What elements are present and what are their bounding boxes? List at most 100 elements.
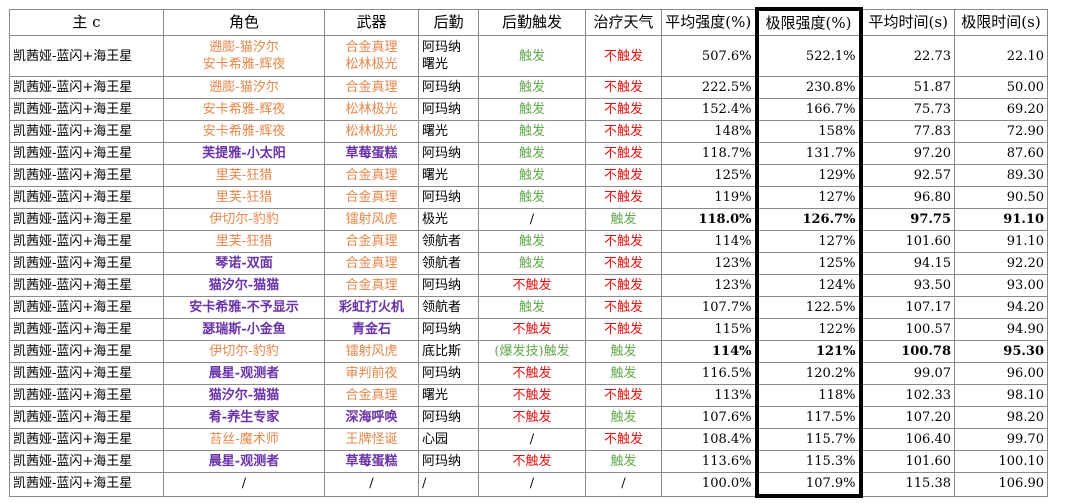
header-avg-time: 平均时间(s) [860,8,955,36]
cell-role-line: 肴-养生专家 [208,409,280,425]
cell-weapon: 合金真理 [324,164,419,187]
cell-main-text: 凯茜娅-蓝闪+海王星 [13,167,133,183]
cell-max-time-text: 106.90 [998,476,1045,492]
cell-main: 凯茜娅-蓝闪+海王星 [9,252,164,275]
cell-max-strength-text: 230.8% [805,79,856,95]
table-row: 凯茜娅-蓝闪+海王星 肴-养生专家 深海呼唤 阿玛纳 不触发 触发 107.6% 117.5%… [9,406,1048,429]
cell-weapon-line: 松林极光 [345,57,398,72]
cell-support: 曙光 [418,164,479,187]
cell-support-line: / [422,476,427,492]
header-weather: 治疗天气 [585,8,662,36]
cell-max-time-text: 91.10 [1006,233,1044,249]
cell-avg-time-text: 102.33 [905,387,952,403]
cell-max-strength-text: 115.7% [805,431,856,447]
cell-max-strength: 127% [754,186,863,209]
cell-weapon: 松林极光 [324,120,419,143]
header-support: 后勤 [418,8,479,36]
cell-avg-time: 99.07 [860,362,955,385]
cell-avg-strength: 107.6% [661,406,757,429]
cell-avg-time-text: 97.75 [910,211,951,227]
header-main: 主 c [9,8,164,36]
cell-avg-strength: 118.0% [661,208,757,231]
cell-weather: 不触发 [585,296,662,319]
cell-max-strength-text: 129% [818,167,856,183]
cell-avg-time: 93.50 [860,274,955,297]
cell-max-strength-text: 125% [818,255,856,271]
cell-avg-time-text: 99.07 [913,365,951,381]
cell-weapon: 松林极光 [324,98,419,121]
cell-max-time-text: 98.10 [1006,387,1044,403]
cell-max-strength-text: 107.9% [805,475,856,491]
cell-avg-strength-text: 125% [714,167,752,183]
cell-role: 晨星-观测者 [163,450,325,473]
cell-weather-text: 触发 [610,409,637,425]
cell-max-strength-text: 122.5% [805,299,856,315]
cell-avg-time: 107.17 [860,296,955,319]
cell-weapon: 合金真理 [324,76,419,99]
cell-weapon-line: 彩虹打火机 [338,299,404,315]
cell-trigger-text: 不触发 [512,453,552,469]
cell-weapon: 草莓蛋糕 [324,450,419,473]
cell-support: 领航者 [418,252,479,275]
cell-max-strength: 127% [754,230,863,253]
cell-trigger: / [478,472,586,497]
cell-max-time: 92.20 [954,252,1048,275]
cell-avg-time: 102.33 [860,384,955,407]
cell-trigger: 不触发 [478,362,586,385]
cell-avg-strength-text: 108.4% [701,431,752,447]
cell-weather: 不触发 [585,98,662,121]
cell-main-text: 凯茜娅-蓝闪+海王星 [13,387,133,403]
cell-trigger: 触发 [478,164,586,187]
cell-max-strength: 129% [754,164,863,187]
cell-weather-text: 触发 [610,365,637,381]
cell-main-text: 凯茜娅-蓝闪+海王星 [13,299,133,315]
cell-avg-time: 115.38 [860,472,955,497]
cell-avg-strength: 116.5% [661,362,757,385]
cell-role-line: 伊切尔-豹豹 [209,211,279,227]
cell-weapon: 深海呼唤 [324,406,419,429]
cell-avg-strength-text: 118.7% [701,145,752,161]
table-row: 凯茜娅-蓝闪+海王星 晨星-观测者 草莓蛋糕 阿玛纳 不触发 触发 113.6% 115.3%… [9,450,1048,473]
cell-trigger-text: / [529,476,535,492]
cell-weather-text: 不触发 [603,277,643,293]
table-row: 凯茜娅-蓝闪+海王星 猫汐尔-猫猫 合金真理 曙光 不触发 不触发 113% 118% 102.… [9,384,1048,407]
cell-weather-text: / [621,476,626,492]
cell-support-line: 曙光 [422,123,449,139]
cell-max-strength-text: 522.1% [805,48,856,64]
cell-weapon: 草莓蛋糕 [324,142,419,165]
cell-avg-strength-text: 116.5% [701,365,752,381]
cell-trigger-text: 触发 [518,79,545,95]
cell-avg-strength: 114% [661,340,757,363]
cell-support: 领航者 [418,230,479,253]
cell-avg-strength-text: 148% [714,123,752,139]
cell-max-time-text: 89.30 [1006,167,1044,183]
cell-weapon: 王牌怪诞 [324,428,419,451]
cell-avg-strength-text: 115% [714,321,752,337]
cell-avg-time-text: 100.57 [905,321,952,337]
cell-support-line: 阿玛纳 [422,40,462,55]
cell-weapon: 合金真理 [324,252,419,275]
header-weapon: 武器 [324,8,419,36]
cell-avg-time-text: 100.78 [901,343,951,359]
cell-weapon: 合金真理 [324,186,419,209]
cell-weather-text: 不触发 [603,321,643,337]
cell-role-line: 遡膨-猫汐尔 [209,40,279,55]
cell-max-strength-text: 127% [818,233,856,249]
cell-role-line: 里芙-狂猎 [215,233,273,249]
cell-trigger: 触发 [478,120,586,143]
cell-weather-text: 不触发 [603,123,643,139]
cell-weather-text: 不触发 [603,189,643,205]
cell-max-time: 98.10 [954,384,1048,407]
cell-weather-text: 触发 [610,211,637,227]
cell-role-line: 里芙-狂猎 [215,167,273,183]
cell-avg-time-text: 107.17 [905,299,952,315]
cell-max-time: 106.90 [954,472,1048,497]
header-row: 主 c 角色 武器 后勤 后勤触发 治疗天气 平均强度(%) 极限强度(%) 平… [9,7,1048,36]
cell-weapon-line: 合金真理 [345,79,398,95]
table-row: 凯茜娅-蓝闪+海王星 里芙-狂猎 合金真理 曙光 触发 不触发 125% 129% 92.57 8… [9,164,1048,187]
cell-avg-strength: 114% [661,230,757,253]
cell-max-strength-text: 124% [818,277,856,293]
cell-trigger-text: / [529,431,535,447]
cell-support-line: 领航者 [422,255,462,271]
cell-max-strength: 121% [754,340,863,363]
